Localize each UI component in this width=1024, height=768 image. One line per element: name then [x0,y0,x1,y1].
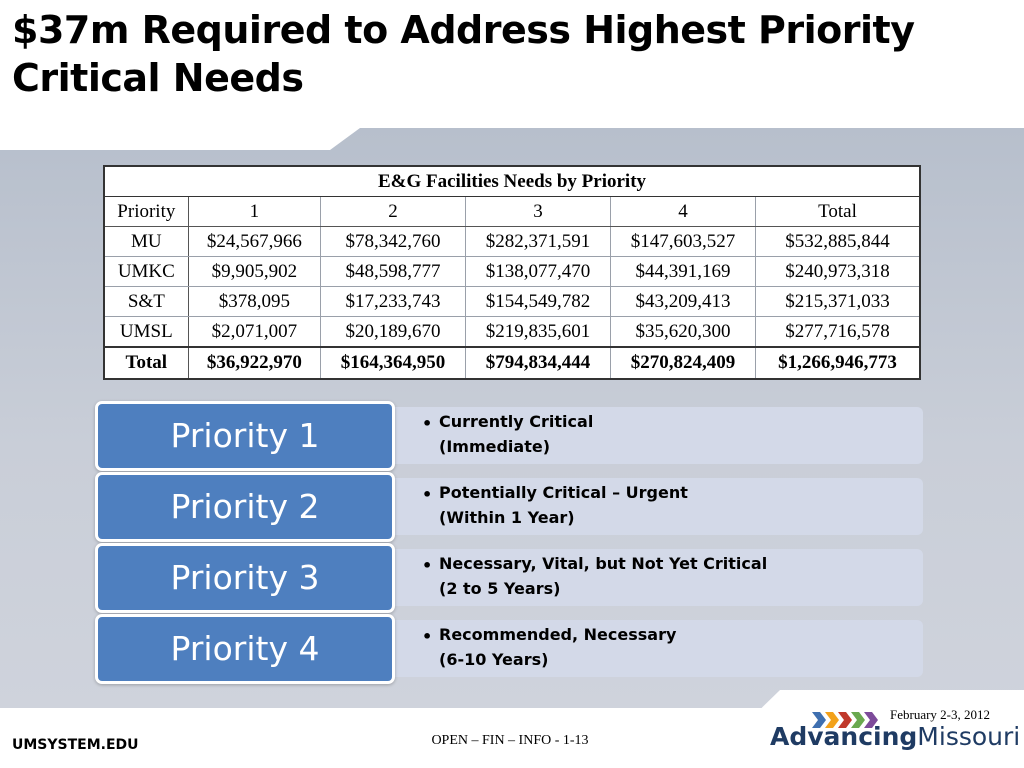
title-line-1: $37m Required to Address Highest Priorit… [12,8,915,52]
logo-text-missouri: Missouri [917,722,1021,751]
table-cell: $147,603,527 [609,226,756,257]
table-total-row: Total $36,922,970 $164,364,950 $794,834,… [103,346,921,380]
table-caption: E&G Facilities Needs by Priority [103,165,921,197]
row-label: S&T [103,286,189,317]
priority-4-box: Priority 4 [95,614,395,684]
table-cell: $9,905,902 [187,256,322,287]
description-line: (Within 1 Year) [439,508,575,527]
priority-1-description: • Currently Critical (Immediate) [380,407,923,464]
bullet-icon: • [422,414,433,433]
website-label: UMSYSTEM.EDU [12,737,139,753]
table-cell: $532,885,844 [754,226,921,257]
header-cell: 4 [609,196,756,227]
description-line: (Immediate) [439,437,551,456]
chevron-icon [812,712,826,728]
table-cell: $282,371,591 [465,226,611,257]
description-line: Currently Critical [439,412,594,431]
table-row: MU $24,567,966 $78,342,760 $282,371,591 … [103,226,921,257]
header-cell: 1 [187,196,322,227]
table-cell: $215,371,033 [754,286,921,317]
header-cell: 2 [320,196,467,227]
row-label: MU [103,226,189,257]
total-cell: $36,922,970 [187,346,322,380]
total-cell: $794,834,444 [465,346,611,380]
table-header-row: Priority 1 2 3 4 Total [103,196,921,227]
chevron-icon [825,712,839,728]
table-cell: $43,209,413 [609,286,756,317]
table-cell: $240,973,318 [754,256,921,287]
slide-title: $37m Required to Address Highest Priorit… [12,6,1012,102]
description-line: (6-10 Years) [439,650,549,669]
table-cell: $44,391,169 [609,256,756,287]
table-cell: $24,567,966 [187,226,322,257]
table-cell: $138,077,470 [465,256,611,287]
priority-3-description: • Necessary, Vital, but Not Yet Critical… [380,549,923,606]
table-row: S&T $378,095 $17,233,743 $154,549,782 $4… [103,286,921,317]
bullet-icon: • [422,485,433,504]
total-cell: $164,364,950 [320,346,467,380]
logo-text-advancing: Advancing [770,722,918,751]
priority-3-box: Priority 3 [95,543,395,613]
total-cell: $270,824,409 [609,346,756,380]
priority-4-description: • Recommended, Necessary (6-10 Years) [380,620,923,677]
description-line: Necessary, Vital, but Not Yet Critical [439,554,768,573]
row-label: UMSL [103,316,189,348]
description-line: (2 to 5 Years) [439,579,561,598]
slide-reference: OPEN – FIN – INFO - 1-13 [431,733,589,748]
table-cell: $219,835,601 [465,316,611,348]
row-label: UMKC [103,256,189,287]
bullet-icon: • [422,627,433,646]
table-cell: $35,620,300 [609,316,756,348]
table-cell: $378,095 [187,286,322,317]
table-cell: $154,549,782 [465,286,611,317]
table-cell: $17,233,743 [320,286,467,317]
chevron-icon [851,712,865,728]
table-cell: $48,598,777 [320,256,467,287]
chevron-logo-icon [812,712,878,728]
description-line: Potentially Critical – Urgent [439,483,688,502]
priority-1-box: Priority 1 [95,401,395,471]
table-cell: $2,071,007 [187,316,322,348]
total-cell: $1,266,946,773 [754,346,921,380]
header-cell: Priority [103,196,189,227]
chevron-icon [864,712,878,728]
table-cell: $78,342,760 [320,226,467,257]
title-line-2: Critical Needs [12,56,304,100]
description-line: Recommended, Necessary [439,625,677,644]
chevron-icon [838,712,852,728]
table-cell: $277,716,578 [754,316,921,348]
bullet-icon: • [422,556,433,575]
table-cell: $20,189,670 [320,316,467,348]
total-label: Total [103,346,189,380]
priority-2-description: • Potentially Critical – Urgent (Within … [380,478,923,535]
header-cell: 3 [465,196,611,227]
header-cell: Total [754,196,921,227]
table-row: UMSL $2,071,007 $20,189,670 $219,835,601… [103,316,921,348]
table-row: UMKC $9,905,902 $48,598,777 $138,077,470… [103,256,921,287]
priority-2-box: Priority 2 [95,472,395,542]
presentation-date: February 2-3, 2012 [890,707,991,722]
advancing-missouri-logo: AdvancingMissouri [770,722,1020,751]
facilities-needs-table: E&G Facilities Needs by Priority Priorit… [103,165,921,380]
